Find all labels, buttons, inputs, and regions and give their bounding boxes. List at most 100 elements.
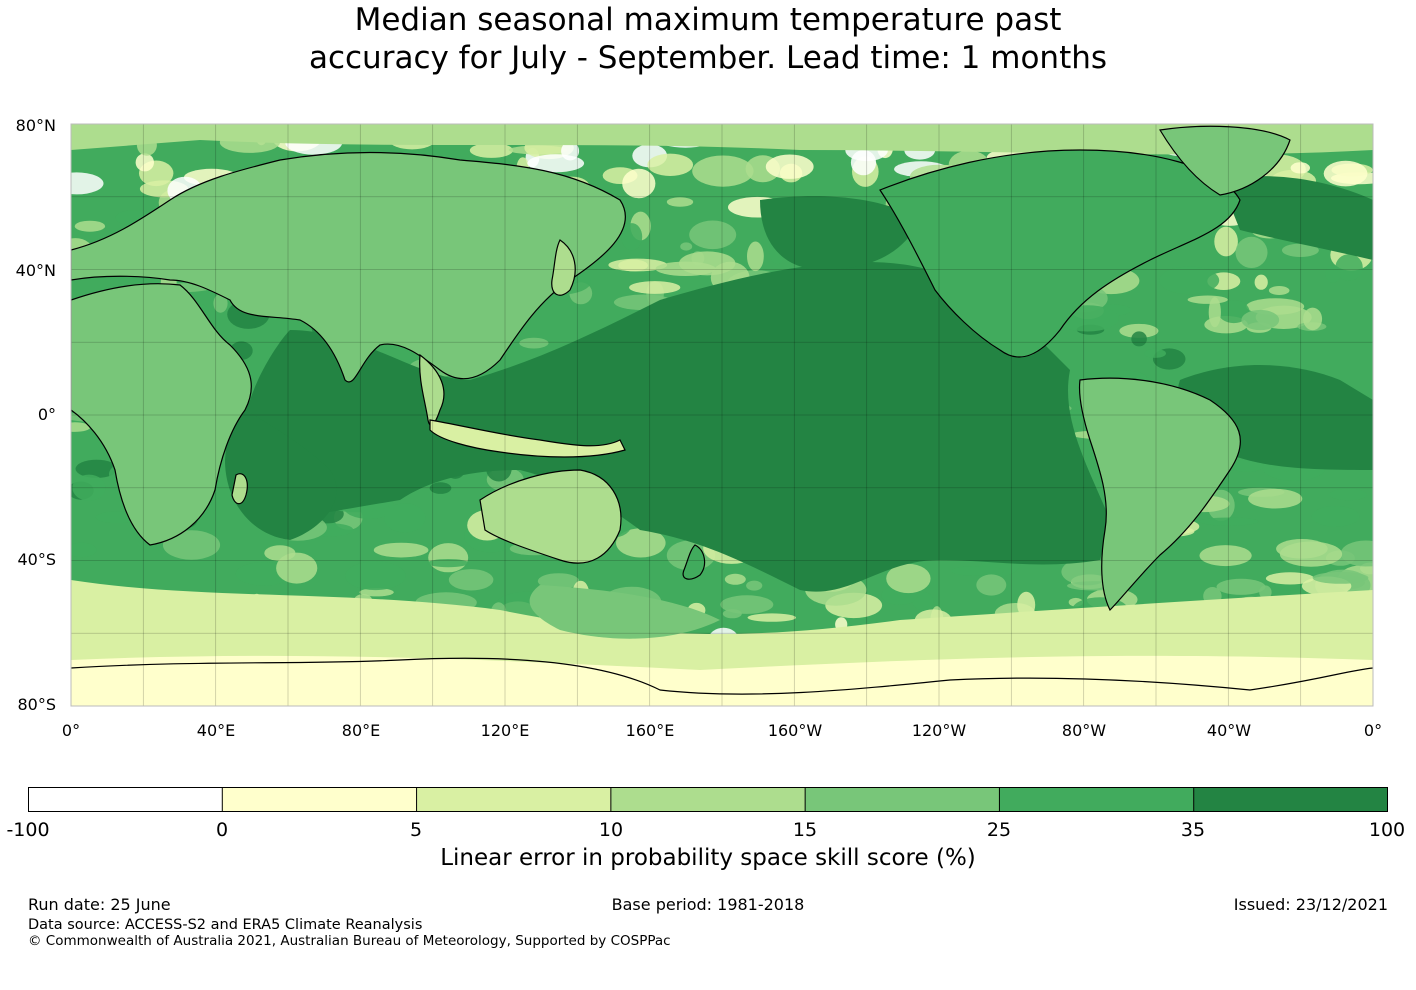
colorbar-swatch (610, 787, 806, 812)
skill-patch (537, 573, 580, 589)
skill-patch (1017, 591, 1036, 618)
coastline-greenland (1159, 125, 1291, 196)
coastline-north-america (879, 149, 1241, 358)
skill-patch (1265, 572, 1315, 585)
skill-patch (647, 153, 694, 176)
coastline-south-america (1078, 377, 1241, 612)
skill-patch (71, 542, 97, 558)
skill-patch (1061, 558, 1113, 586)
skill-patch (345, 561, 406, 591)
skill-patch (561, 141, 580, 161)
skill-patch (616, 528, 666, 558)
skill-patch (689, 220, 737, 250)
skill-patch (1199, 517, 1259, 526)
skill-patch (1230, 459, 1264, 472)
skill-patch (618, 259, 648, 272)
coastline-madagascar (231, 473, 248, 505)
coastline-africa (71, 283, 252, 546)
lat-label-40s: 40°S (17, 550, 56, 569)
colorbar-tick-label: 0 (216, 819, 228, 841)
skill-patch (1329, 489, 1368, 501)
region-north-atlantic-high-skill (1220, 176, 1373, 260)
skill-patch (666, 197, 694, 207)
skill-patch (1214, 226, 1238, 257)
lon-label-40w: 40°W (1207, 721, 1251, 740)
colorbar-tick-label: 5 (410, 819, 422, 841)
skill-patch (1254, 274, 1268, 290)
skill-patch (950, 566, 1004, 576)
title-line-2: accuracy for July - September. Lead time… (308, 40, 1108, 76)
region-southern-ocean-mid-skill (529, 585, 720, 639)
skill-patch (1199, 545, 1252, 567)
skill-patch (976, 574, 1007, 596)
skill-patch (429, 482, 452, 494)
skill-patch (1208, 297, 1221, 328)
coastline-antarctica (71, 657, 1373, 695)
skill-patch (373, 542, 429, 558)
map-title: Median seasonal maximum temperature past… (0, 0, 1416, 77)
skill-patch (1325, 265, 1341, 283)
skill-patch (1340, 540, 1373, 567)
lon-label-120w: 120°W (912, 721, 967, 740)
colorbar-swatch (222, 787, 418, 812)
skill-patch (264, 545, 296, 561)
skill-patch (1218, 300, 1250, 324)
colorbar-swatch (416, 787, 612, 812)
skill-patch (629, 281, 681, 294)
skill-patch (680, 242, 693, 251)
title-line-1: Median seasonal maximum temperature past (354, 2, 1062, 38)
skill-patch (655, 261, 716, 276)
skill-patch (747, 613, 796, 622)
skill-patch (1268, 286, 1290, 295)
copyright: © Commonwealth of Australia 2021, Austra… (28, 933, 671, 949)
lon-label-120e: 120°E (481, 721, 530, 740)
skill-patch (765, 154, 814, 179)
colorbar-label: Linear error in probability space skill … (440, 845, 976, 871)
skill-patch (621, 223, 643, 251)
skill-patch (75, 459, 118, 478)
coastline-japan (551, 239, 576, 296)
skill-patch (1281, 243, 1319, 257)
skill-patch (1311, 506, 1360, 527)
lon-label-0-right: 0° (1364, 721, 1382, 740)
skill-patch (1235, 236, 1268, 268)
skill-patch (1131, 331, 1147, 347)
skill-patch (746, 580, 763, 591)
lon-label-0-left: 0° (62, 721, 80, 740)
colorbar-swatches (28, 787, 1388, 812)
lon-label-160e: 160°E (626, 721, 675, 740)
skill-patch (1335, 254, 1363, 281)
colorbar-tick-label: -100 (6, 819, 49, 841)
skill-patch (1119, 323, 1159, 338)
skill-patch (384, 503, 426, 533)
coastline-eurasia (71, 151, 626, 383)
skill-patch (692, 155, 754, 187)
skill-patch (276, 552, 318, 584)
lon-label-160w: 160°W (768, 721, 823, 740)
skill-patch (71, 422, 91, 432)
skill-patch (1303, 307, 1323, 331)
colorbar-swatch (999, 787, 1195, 812)
skill-patch (213, 293, 228, 313)
lon-label-80e: 80°E (342, 721, 380, 740)
skill-patch (1323, 160, 1368, 187)
colorbar (28, 787, 1388, 812)
skill-patch (1216, 578, 1266, 595)
region-indian-ocean-high-skill (225, 400, 337, 540)
issued-date: Issued: 23/12/2021 (1233, 895, 1388, 914)
skill-patch (720, 595, 774, 614)
skill-patch (724, 573, 746, 585)
region-antarctic-very-low-skill (71, 655, 1373, 706)
skill-patch (359, 588, 394, 597)
skill-patch (162, 530, 221, 560)
skill-patch (1159, 266, 1220, 295)
skill-patch (427, 559, 469, 568)
colorbar-tick-label: 10 (599, 819, 623, 841)
lon-label-80w: 80°W (1062, 721, 1106, 740)
coastline-australia (479, 469, 622, 564)
lat-label-40n: 40°N (16, 261, 56, 280)
colorbar-swatch (805, 787, 1000, 812)
skill-patch (1248, 488, 1303, 509)
region-central-pacific-high-skill (760, 196, 920, 270)
